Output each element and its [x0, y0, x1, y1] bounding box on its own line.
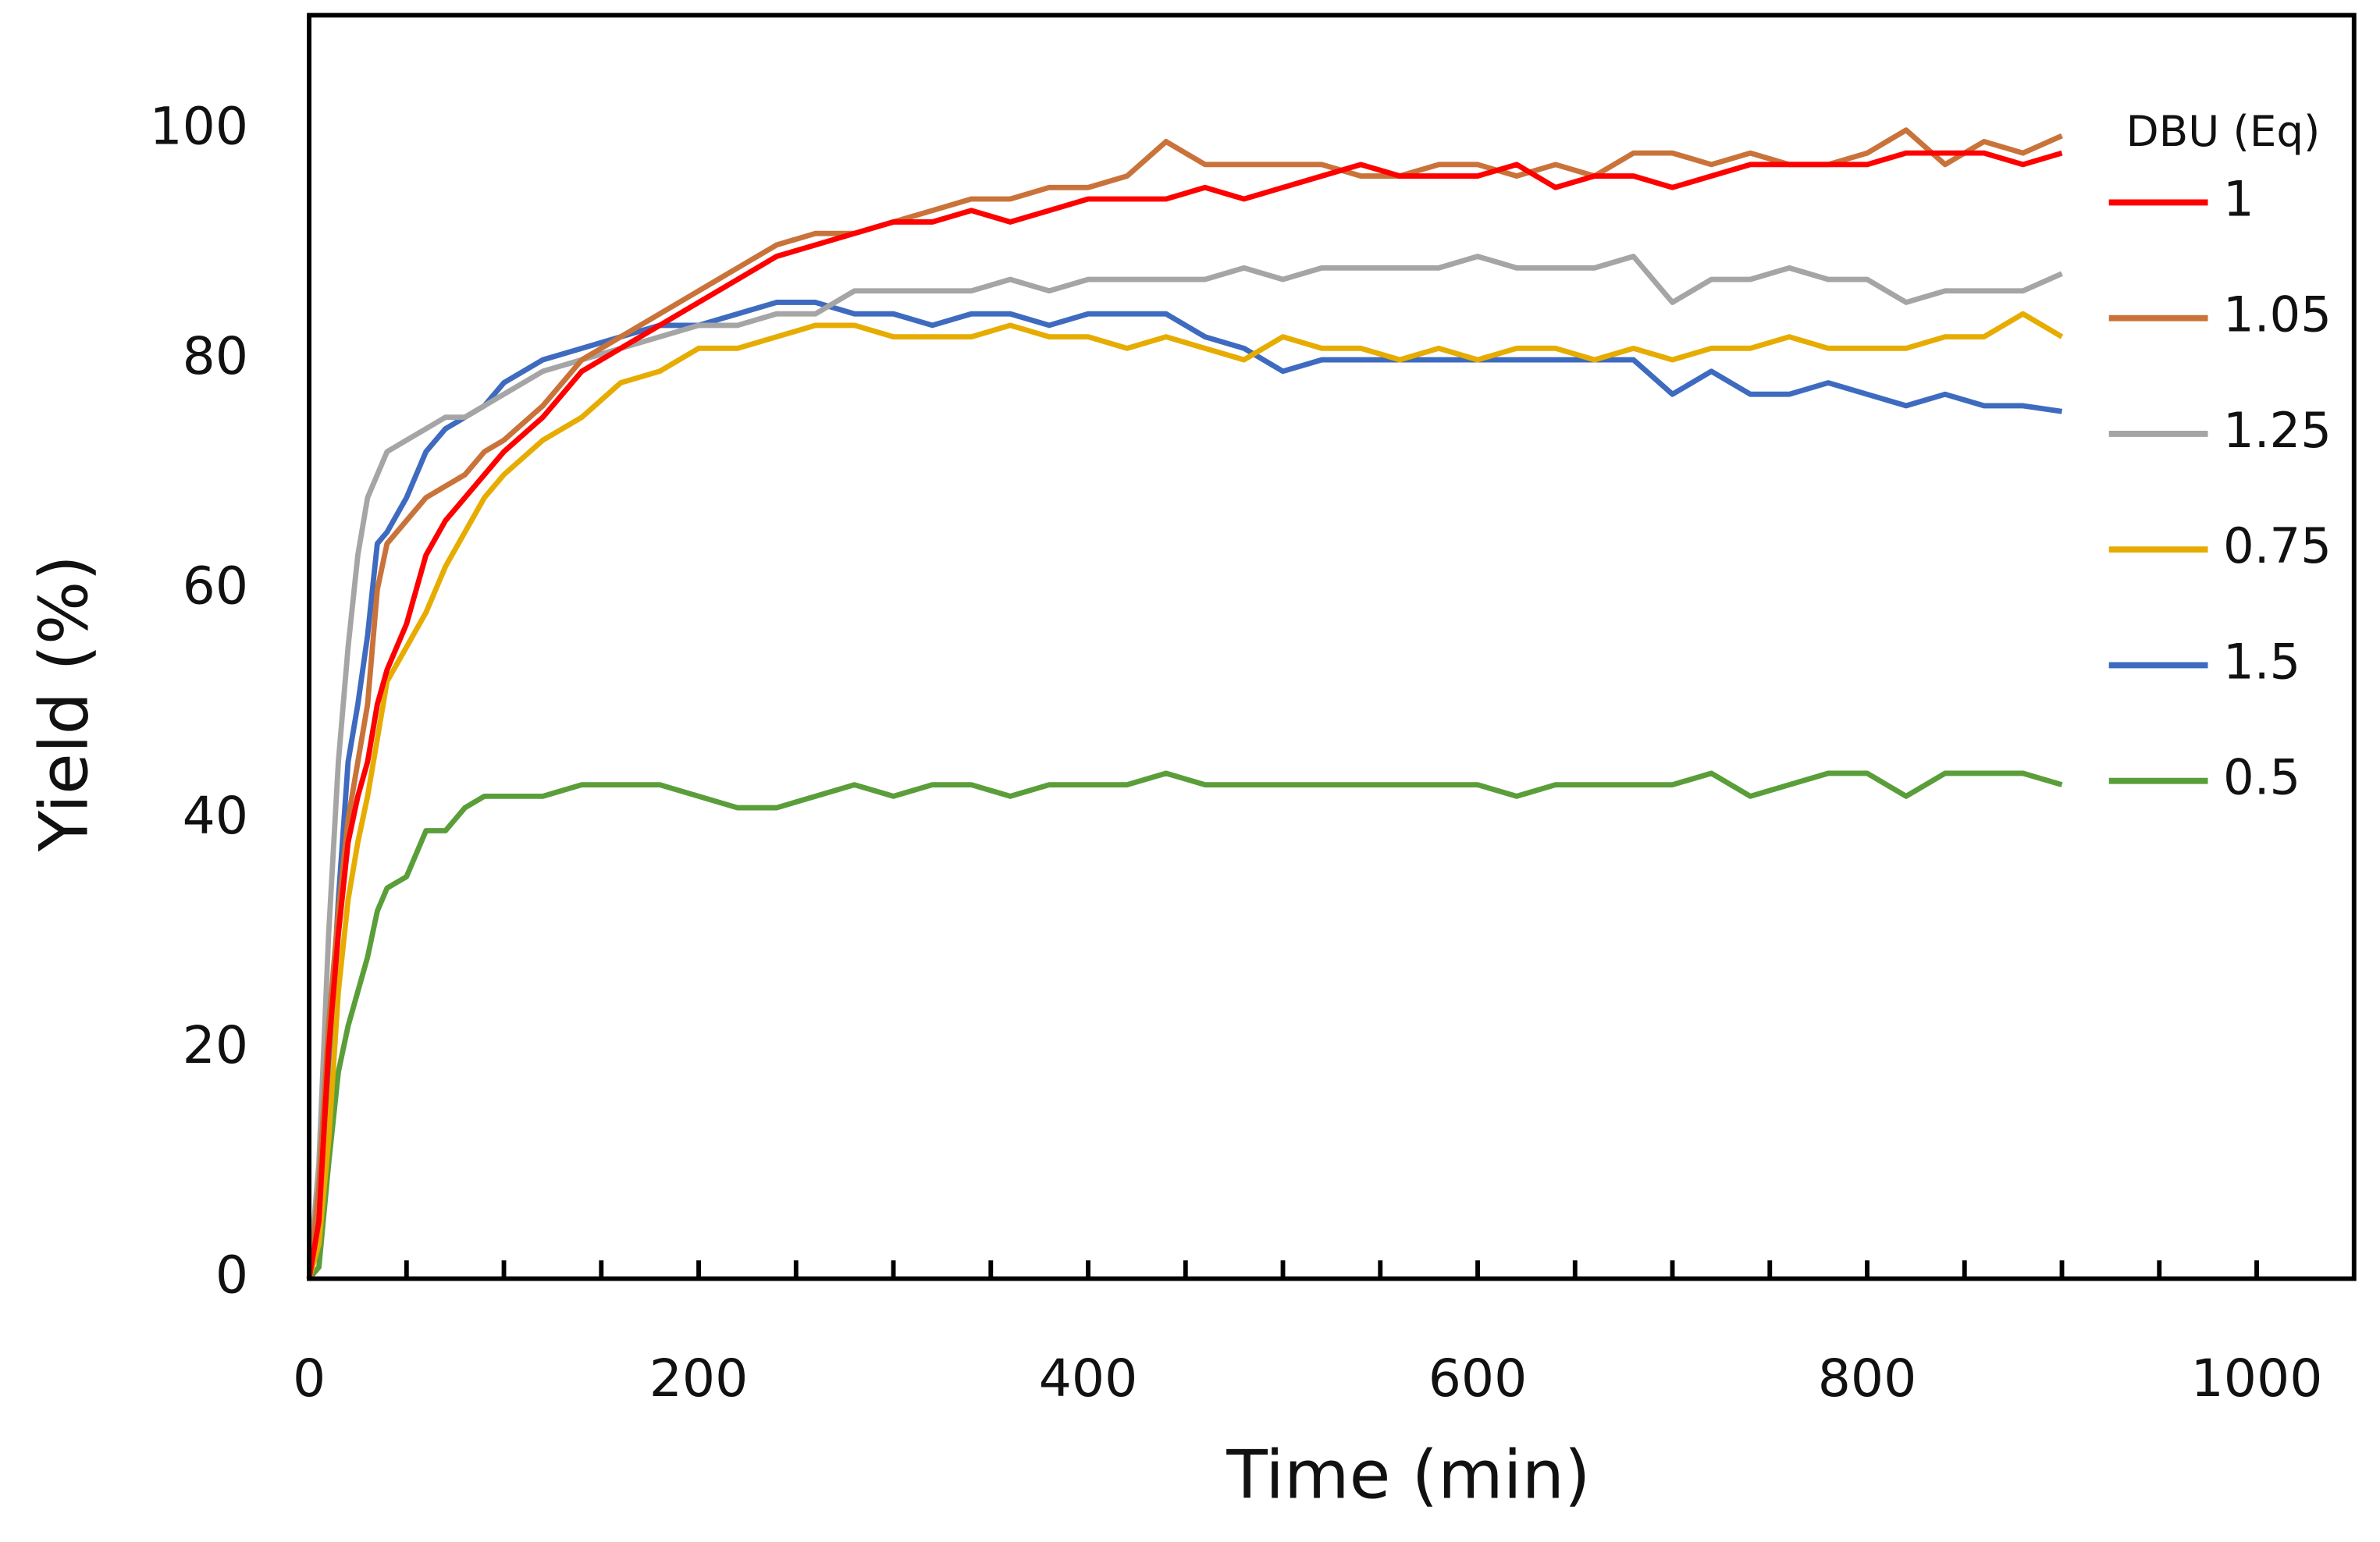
- y-tick-label: 60: [183, 555, 248, 616]
- y-tick-label: 80: [183, 325, 248, 386]
- y-axis-title: Yield (%): [25, 555, 103, 852]
- x-tick-label: 600: [1428, 1348, 1528, 1409]
- x-tick-label: 200: [649, 1348, 749, 1409]
- legend-label: 1.25: [2223, 402, 2332, 459]
- y-tick-label: 20: [183, 1014, 248, 1075]
- series-line: [307, 770, 2063, 1281]
- series-line: [306, 311, 2064, 1280]
- series-line: [306, 300, 2063, 1280]
- x-tick-label: 0: [293, 1348, 326, 1409]
- legend-label: 0.75: [2223, 517, 2332, 574]
- x-tick-label: 1000: [2191, 1348, 2323, 1409]
- legend-label: 1: [2223, 171, 2254, 228]
- legend-title: DBU (Eq): [2126, 106, 2321, 156]
- legend-label: 0.5: [2223, 749, 2300, 806]
- legend-label: 1.5: [2223, 634, 2300, 691]
- y-tick-label: 0: [215, 1245, 248, 1306]
- y-tick-label: 100: [149, 96, 248, 157]
- y-tick-label: 40: [183, 785, 248, 846]
- series-line: [306, 127, 2063, 1279]
- x-tick-label: 800: [1818, 1348, 1917, 1409]
- series-line: [306, 254, 2063, 1279]
- legend-label: 1.05: [2223, 286, 2332, 343]
- plot-frame: [307, 12, 2357, 1281]
- series-line: [306, 150, 2063, 1280]
- x-tick-label: 400: [1039, 1348, 1138, 1409]
- x-axis-title: Time (min): [1226, 1436, 1590, 1514]
